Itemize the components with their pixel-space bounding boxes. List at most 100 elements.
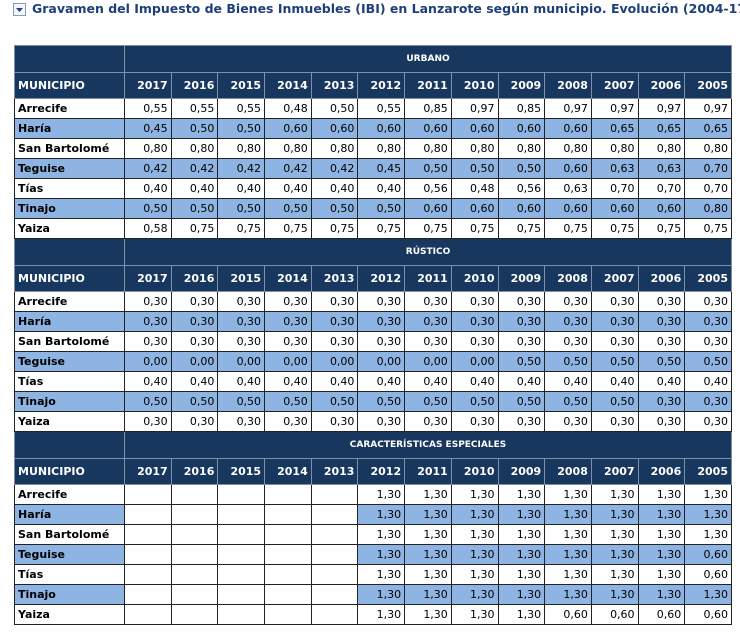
data-row: Yaiza 0,58 0,75 0,75 0,75 0,75 0,75 0,75 0,75 0,7… <box>14 218 732 239</box>
rate-cell: 0,75 <box>404 218 452 239</box>
rate-cell: 0,85 <box>404 98 452 119</box>
rate-cell: 0,30 <box>684 391 732 412</box>
rate-cell: 0,60 <box>544 158 592 179</box>
rate-cell: 0,50 <box>404 391 452 412</box>
rate-cell: 0,30 <box>450 291 499 312</box>
rate-cell: 1,30 <box>450 484 499 505</box>
rate-cell: 0,75 <box>310 218 359 239</box>
rate-cell: 1,30 <box>404 484 452 505</box>
column-header: 2013 <box>310 458 359 485</box>
rate-cell: 0,80 <box>497 138 546 159</box>
rate-cell: 0,30 <box>217 331 266 352</box>
column-header: MUNICIPIO <box>14 458 125 485</box>
rate-cell: 0,30 <box>264 331 312 352</box>
rate-cell: 0,50 <box>357 391 406 412</box>
rate-cell: 0,60 <box>310 118 359 139</box>
municipality: Tías <box>14 564 125 585</box>
rate-cell: 0,30 <box>684 411 732 432</box>
rate-cell: 0,30 <box>404 311 452 332</box>
rate-cell: 1,30 <box>357 604 406 625</box>
empty-cell <box>264 544 312 565</box>
rate-cell: 0,60 <box>497 198 546 219</box>
municipality: Yaiza <box>14 411 125 432</box>
rate-cell: 0,60 <box>684 544 732 565</box>
rate-cell: 0,97 <box>590 98 639 119</box>
page-title: Gravamen del Impuesto de Bienes Inmueble… <box>32 1 740 16</box>
rate-cell: 0,30 <box>590 311 639 332</box>
rate-cell: 0,30 <box>544 331 592 352</box>
rate-cell: 1,30 <box>404 564 452 585</box>
municipality: Haría <box>14 311 125 332</box>
rate-cell: 0,80 <box>450 138 499 159</box>
section-corner <box>14 431 125 459</box>
empty-cell <box>264 524 312 545</box>
column-header: 2006 <box>637 72 686 99</box>
rate-cell: 1,30 <box>497 544 546 565</box>
rate-cell: 0,80 <box>404 138 452 159</box>
rate-cell: 1,30 <box>357 484 406 505</box>
rate-cell: 1,30 <box>450 604 499 625</box>
rate-cell: 0,30 <box>264 291 312 312</box>
rate-cell: 1,30 <box>357 564 406 585</box>
data-row: Yaiza 1,30 1,30 1,30 1,30 0,60 0,60 0,60 0,60 <box>14 604 732 625</box>
rate-cell: 0,60 <box>684 564 732 585</box>
municipality: Teguise <box>14 351 125 372</box>
rate-cell: 1,30 <box>497 564 546 585</box>
column-header: 2013 <box>310 265 359 292</box>
rate-cell: 0,50 <box>404 158 452 179</box>
rate-cell: 0,30 <box>357 311 406 332</box>
rate-cell: 0,40 <box>310 178 359 199</box>
empty-cell <box>170 544 219 565</box>
rate-cell: 0,58 <box>124 218 172 239</box>
data-row: San Bartolomé 0,80 0,80 0,80 0,80 0,80 0,80 0,8… <box>14 138 732 159</box>
empty-cell <box>170 564 219 585</box>
rate-cell: 0,30 <box>637 411 686 432</box>
empty-cell <box>124 604 172 625</box>
rate-cell: 0,30 <box>124 311 172 332</box>
rate-cell: 0,30 <box>404 291 452 312</box>
rate-cell: 0,60 <box>544 604 592 625</box>
empty-cell <box>264 604 312 625</box>
rate-cell: 0,50 <box>450 158 499 179</box>
rate-cell: 1,30 <box>544 564 592 585</box>
rate-cell: 0,40 <box>217 371 266 392</box>
data-row: Arrecife 1,30 1,30 1,30 1,30 1,30 1,30 1,30 1,30 <box>14 484 732 505</box>
municipality: Tías <box>14 178 125 199</box>
rate-cell: 0,00 <box>170 351 219 372</box>
rate-cell: 1,30 <box>544 504 592 525</box>
rate-cell: 0,75 <box>170 218 219 239</box>
rate-cell: 0,30 <box>450 311 499 332</box>
dropdown-icon[interactable] <box>13 3 26 16</box>
rate-cell: 1,30 <box>497 584 546 605</box>
rate-cell: 0,60 <box>544 118 592 139</box>
column-header: MUNICIPIO <box>14 72 125 99</box>
rate-cell: 0,80 <box>310 138 359 159</box>
rate-cell: 0,30 <box>217 311 266 332</box>
column-header: 2012 <box>357 265 406 292</box>
rate-cell: 0,60 <box>450 198 499 219</box>
rate-cell: 0,00 <box>217 351 266 372</box>
rate-cell: 1,30 <box>637 484 686 505</box>
rate-cell: 0,50 <box>124 198 172 219</box>
rate-cell: 0,40 <box>450 371 499 392</box>
rate-cell: 0,60 <box>637 198 686 219</box>
rate-cell: 0,48 <box>450 178 499 199</box>
column-header: 2011 <box>404 458 452 485</box>
rate-cell: 0,65 <box>637 118 686 139</box>
column-header: 2014 <box>264 72 312 99</box>
empty-cell <box>264 484 312 505</box>
rate-cell: 0,40 <box>170 371 219 392</box>
rate-cell: 0,30 <box>170 411 219 432</box>
column-header: 2014 <box>264 458 312 485</box>
column-header: 2010 <box>450 265 499 292</box>
rate-cell: 0,60 <box>590 604 639 625</box>
column-header: 2012 <box>357 458 406 485</box>
section-title: CARACTERÍSTICAS ESPECIALES <box>124 431 732 459</box>
rate-cell: 0,55 <box>217 98 266 119</box>
empty-cell <box>310 504 359 525</box>
rate-cell: 0,30 <box>310 331 359 352</box>
rate-cell: 0,80 <box>544 138 592 159</box>
column-header: 2006 <box>637 458 686 485</box>
column-header: 2008 <box>544 458 592 485</box>
rate-cell: 0,97 <box>544 98 592 119</box>
